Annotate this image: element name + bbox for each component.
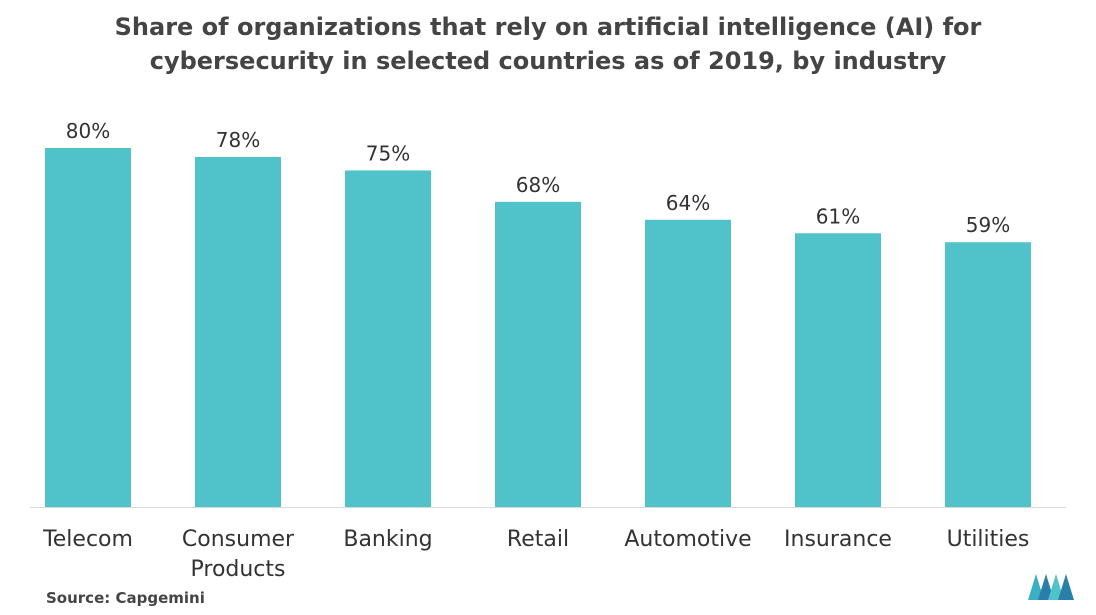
category-labels-group: Telecom Consumer Products Banking Retail Auto… [42, 527, 1029, 582]
category-label: Telecom [42, 527, 133, 552]
value-label: 80% [66, 119, 110, 143]
value-label: 75% [366, 141, 410, 165]
value-labels-group: 80% 78% 75% 68% 64% 61% 59% [66, 119, 1010, 237]
bar-consumer-products [195, 156, 281, 507]
bar-utilities [945, 242, 1031, 508]
category-label: Insurance [784, 527, 892, 552]
source-note: Source: Capgemini [46, 589, 205, 607]
category-label: Utilities [947, 527, 1030, 552]
chart-title: Share of organizations that rely on arti… [114, 13, 982, 75]
bar-insurance [795, 233, 881, 507]
category-label: Retail [507, 527, 569, 552]
bar-retail [495, 201, 581, 507]
brand-logo-icon [1028, 574, 1074, 600]
value-label: 78% [216, 128, 260, 152]
category-label: Consumer Products [182, 527, 295, 582]
value-label: 59% [966, 213, 1010, 237]
category-label: Banking [343, 527, 432, 552]
value-label: 64% [666, 191, 710, 215]
bars-group [45, 148, 1031, 508]
value-label: 61% [816, 204, 860, 228]
category-label: Automotive [624, 527, 751, 552]
bar-telecom [45, 148, 131, 507]
bar-banking [345, 170, 431, 507]
bar-automotive [645, 219, 731, 508]
value-label: 68% [516, 173, 560, 197]
